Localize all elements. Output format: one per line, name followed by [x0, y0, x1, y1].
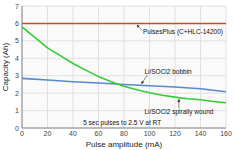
grid-line-y [22, 6, 226, 7]
x-tick-label: 20 [44, 130, 52, 137]
grid-line-y [22, 128, 226, 129]
grid-line-x [73, 6, 74, 128]
series-group [22, 23, 226, 102]
y-tick-label: 0 [15, 125, 19, 132]
x-tick-label: 80 [120, 130, 128, 137]
grid-line-y [22, 40, 226, 41]
y-tick-label: 6 [15, 20, 19, 27]
annotation: 5 sec pulses to 2.5 V at RT [83, 119, 161, 127]
x-axis-label: Pulse amplitude (mA) [86, 140, 163, 149]
grid-line-x [124, 6, 125, 128]
y-tick-label: 2 [15, 90, 19, 97]
annotation: PulsesPlus (C+HLC-14200) [143, 28, 223, 36]
x-axis-line [22, 128, 226, 129]
grid-line-y [22, 75, 226, 76]
annotation: Li/SOCl2 bobbin [144, 68, 192, 75]
series-line [22, 78, 226, 91]
x-tick-label: 60 [95, 130, 103, 137]
y-tick-label: 7 [15, 3, 19, 10]
y-tick-label: 3 [15, 72, 19, 79]
grid-line-x [226, 6, 227, 128]
y-axis-line [22, 6, 23, 128]
x-tick-label: 160 [220, 130, 232, 137]
x-tick-label: 140 [195, 130, 207, 137]
grid [22, 6, 226, 128]
y-axis-label: Capacity (Ah) [1, 42, 10, 91]
annotation-arrow [178, 99, 179, 108]
grid-line-x [22, 6, 23, 128]
y-tick-label: 4 [15, 55, 19, 62]
x-tick-label: 100 [144, 130, 156, 137]
grid-line-y [22, 93, 226, 94]
grid-line-x [98, 6, 99, 128]
y-tick-label: 1 [15, 107, 19, 114]
grid-line-y [22, 23, 226, 24]
x-tick-label: 120 [169, 130, 181, 137]
x-tick-label: 40 [69, 130, 77, 137]
annotation-arrow [141, 75, 147, 84]
series-line [22, 23, 226, 25]
grid-line-y [22, 58, 226, 59]
chart: 0 20 40 60 80 100 120 140 160 0 1 2 3 4 5 6 7 Pulse ampli… [0, 0, 234, 150]
x-tick-label: 0 [20, 130, 24, 137]
plot-area [22, 6, 226, 128]
series-line [22, 27, 226, 103]
annotation-arrow [137, 25, 142, 31]
annotation: Li/SOCl2 spirally wound [144, 108, 213, 116]
y-tick-label: 5 [15, 37, 19, 44]
grid-line-x [47, 6, 48, 128]
